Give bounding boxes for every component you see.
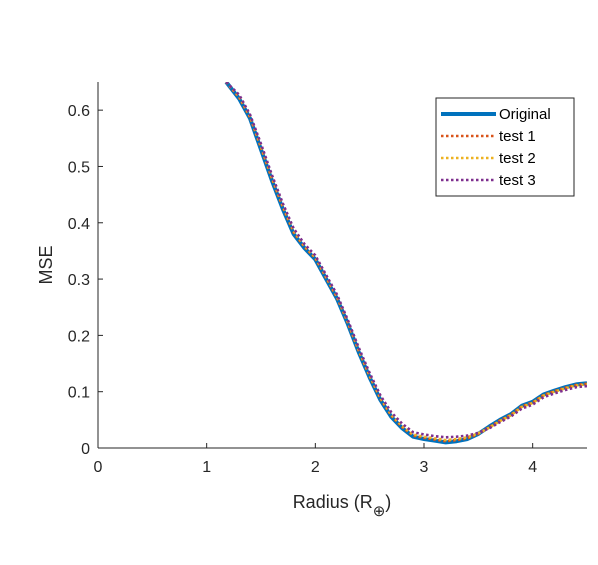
x-tick-label: 0 — [94, 459, 103, 476]
legend-items: Original test 1 test 2 test 3 — [441, 106, 551, 189]
y-tick-label: 0.5 — [68, 159, 90, 176]
y-tick-label: 0.3 — [68, 272, 90, 289]
y-tick-label: 0.6 — [68, 103, 90, 120]
legend-label-3: test 2 — [499, 150, 536, 167]
x-axis-label-subscript: ⊕ — [373, 503, 386, 520]
y-axis-label: MSE — [36, 245, 56, 284]
y-tick-label: 0.4 — [68, 216, 90, 233]
legend-label-2: test 1 — [499, 128, 536, 145]
axis-frame — [97, 82, 587, 449]
x-axis-label-close: ) — [385, 492, 391, 512]
y-tick-label: 0.2 — [68, 328, 90, 345]
legend-label-4: test 3 — [499, 172, 536, 189]
legend-label-1: Original — [499, 106, 551, 123]
x-axis-label-main: Radius (R — [293, 492, 373, 512]
y-tick-label: 0.1 — [68, 385, 90, 402]
x-tick-label: 3 — [420, 459, 429, 476]
y-tick-label: 0 — [81, 441, 90, 458]
series-lines — [224, 82, 587, 445]
x-tick-label: 2 — [311, 459, 320, 476]
legend: Original test 1 test 2 test 3 — [435, 97, 575, 197]
x-axis-label: Radius (R⊕) — [293, 492, 392, 520]
x-ticks: 0 1 2 3 4 — [94, 443, 537, 476]
x-tick-label: 4 — [528, 459, 537, 476]
x-tick-label: 1 — [202, 459, 211, 476]
y-ticks: 0 0.1 0.2 0.3 0.4 0.5 0.6 — [68, 103, 103, 458]
